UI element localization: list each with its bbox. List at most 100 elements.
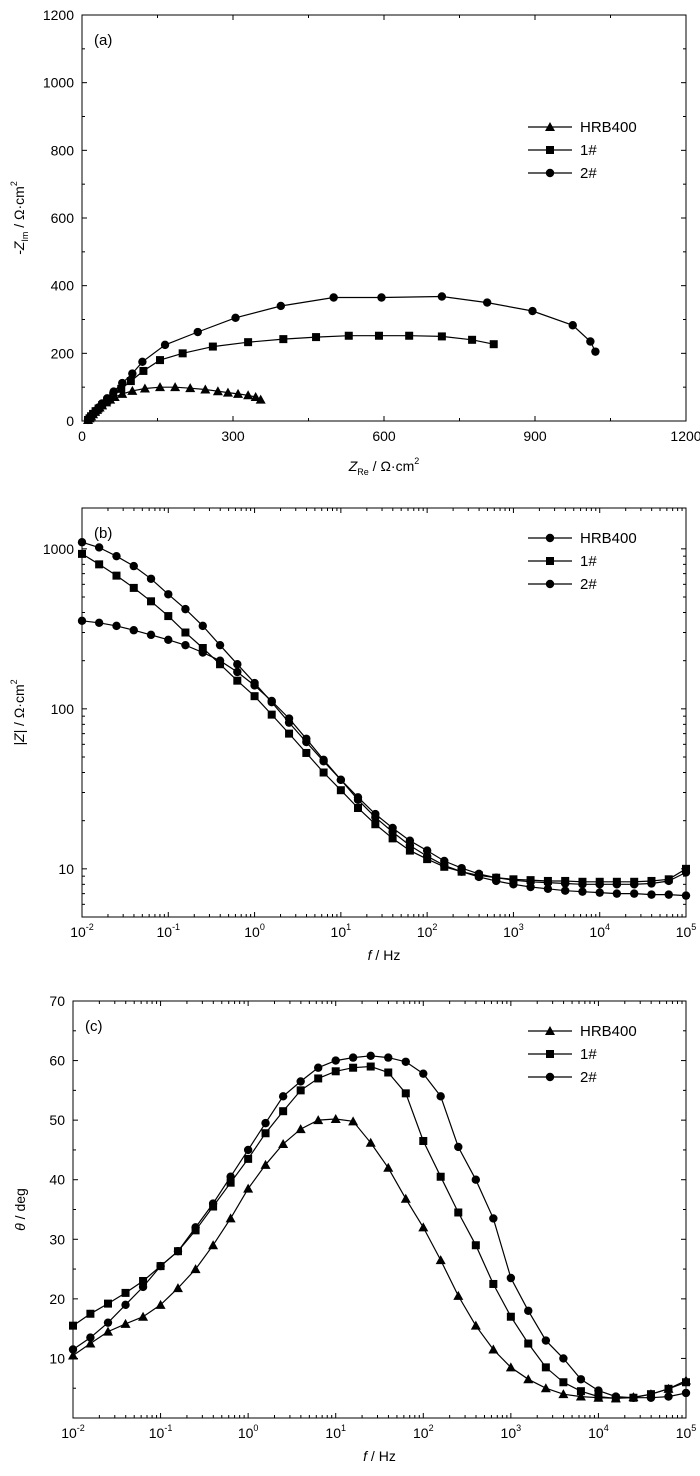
legend-label: 2# [580, 576, 597, 593]
data-point [121, 1300, 130, 1310]
data-point [422, 846, 432, 855]
y-tick-label: 50 [49, 1112, 65, 1128]
data-point [146, 630, 156, 640]
y-axis-label: |Z| / Ω·cm2 [9, 679, 27, 745]
legend: HRB400 1# 2# [528, 119, 637, 182]
data-point [595, 888, 604, 897]
data-point [138, 1282, 148, 1292]
plot-frame [81, 14, 687, 422]
y-tick-label: 30 [49, 1231, 65, 1247]
data-point [681, 891, 691, 900]
data-point [560, 879, 570, 888]
data-point [156, 1261, 165, 1271]
data-point [68, 1345, 78, 1354]
legend: HRB400 1# 2# [528, 530, 637, 593]
y-tick-label: 10 [49, 1350, 65, 1366]
data-point [630, 889, 639, 898]
data-point [164, 590, 173, 599]
data-point [69, 1321, 77, 1330]
data-point [155, 382, 166, 392]
x-tick-label: 102 [413, 1423, 434, 1441]
legend-label: 1# [580, 1046, 597, 1063]
data-point [568, 321, 577, 330]
data-point [215, 640, 225, 650]
data-point [250, 391, 261, 401]
legend-label: HRB400 [580, 119, 637, 136]
data-point [541, 1336, 551, 1345]
data-point [365, 1137, 376, 1147]
y-tick-label: 70 [49, 993, 65, 1009]
data-point [377, 293, 386, 302]
data-point [524, 1306, 533, 1315]
x-tick-label: 100 [238, 1423, 259, 1441]
data-point [384, 1068, 393, 1077]
data-point [129, 583, 138, 592]
x-tick-label: 10-1 [149, 1423, 173, 1441]
data-point [314, 1074, 323, 1083]
data-point [156, 356, 165, 365]
legend-marker [545, 1026, 555, 1035]
data-point [243, 1145, 253, 1155]
data-point [595, 880, 604, 889]
data-point [121, 1288, 130, 1297]
data-point [594, 1386, 603, 1395]
data-point [276, 301, 286, 311]
data-point [440, 856, 449, 866]
data-point [453, 1290, 464, 1300]
data-point [682, 1378, 690, 1387]
y-tick-label: 200 [51, 345, 75, 361]
x-tick-label: 10-1 [156, 922, 180, 940]
series-3 [83, 292, 600, 425]
data-point [243, 1183, 254, 1193]
data-point [664, 876, 673, 886]
x-tick-label: 600 [372, 428, 396, 444]
data-point [128, 369, 137, 378]
data-point [586, 337, 595, 346]
data-point [191, 1223, 200, 1232]
data-point [435, 1255, 446, 1265]
data-point [129, 626, 138, 635]
data-point [612, 889, 622, 898]
data-point [164, 612, 173, 621]
data-point [267, 710, 276, 719]
data-point [139, 366, 148, 375]
data-point [120, 1318, 131, 1328]
chart-panel-3: 10-2 10-1 100 101 102 103 104 105 10 20 30 40 50 60 70… [12, 993, 696, 1464]
series-1 [68, 1113, 691, 1403]
data-point [437, 332, 446, 341]
panel-label: (c) [85, 1018, 103, 1035]
data-point [231, 313, 240, 323]
series-2 [69, 1062, 690, 1403]
data-point [95, 560, 104, 569]
data-point [117, 384, 126, 393]
data-point [578, 880, 587, 889]
data-point [212, 386, 223, 396]
data-point [482, 298, 492, 307]
x-tick-label: 1200 [670, 428, 700, 444]
data-point [164, 635, 173, 645]
y-tick-label: 20 [49, 1291, 65, 1307]
data-point [267, 698, 276, 707]
x-tick-label: 100 [244, 922, 265, 940]
data-point [233, 676, 242, 685]
data-point [491, 873, 501, 882]
data-point [198, 621, 207, 631]
data-point [488, 1344, 499, 1354]
data-point [611, 1392, 621, 1401]
data-point [296, 1086, 305, 1095]
data-point [576, 1387, 585, 1396]
data-point [371, 809, 380, 819]
x-tick-label: 101 [325, 1423, 346, 1441]
legend-label: 2# [580, 165, 597, 182]
data-point [155, 1299, 166, 1309]
data-point [250, 692, 259, 701]
data-point [418, 1222, 429, 1232]
series-line [81, 553, 687, 883]
data-point [612, 880, 622, 889]
series-3 [68, 1051, 691, 1402]
data-point [319, 768, 328, 777]
x-tick-label: 900 [523, 428, 547, 444]
data-point [216, 660, 225, 669]
data-point [423, 855, 432, 864]
data-point [371, 820, 380, 829]
